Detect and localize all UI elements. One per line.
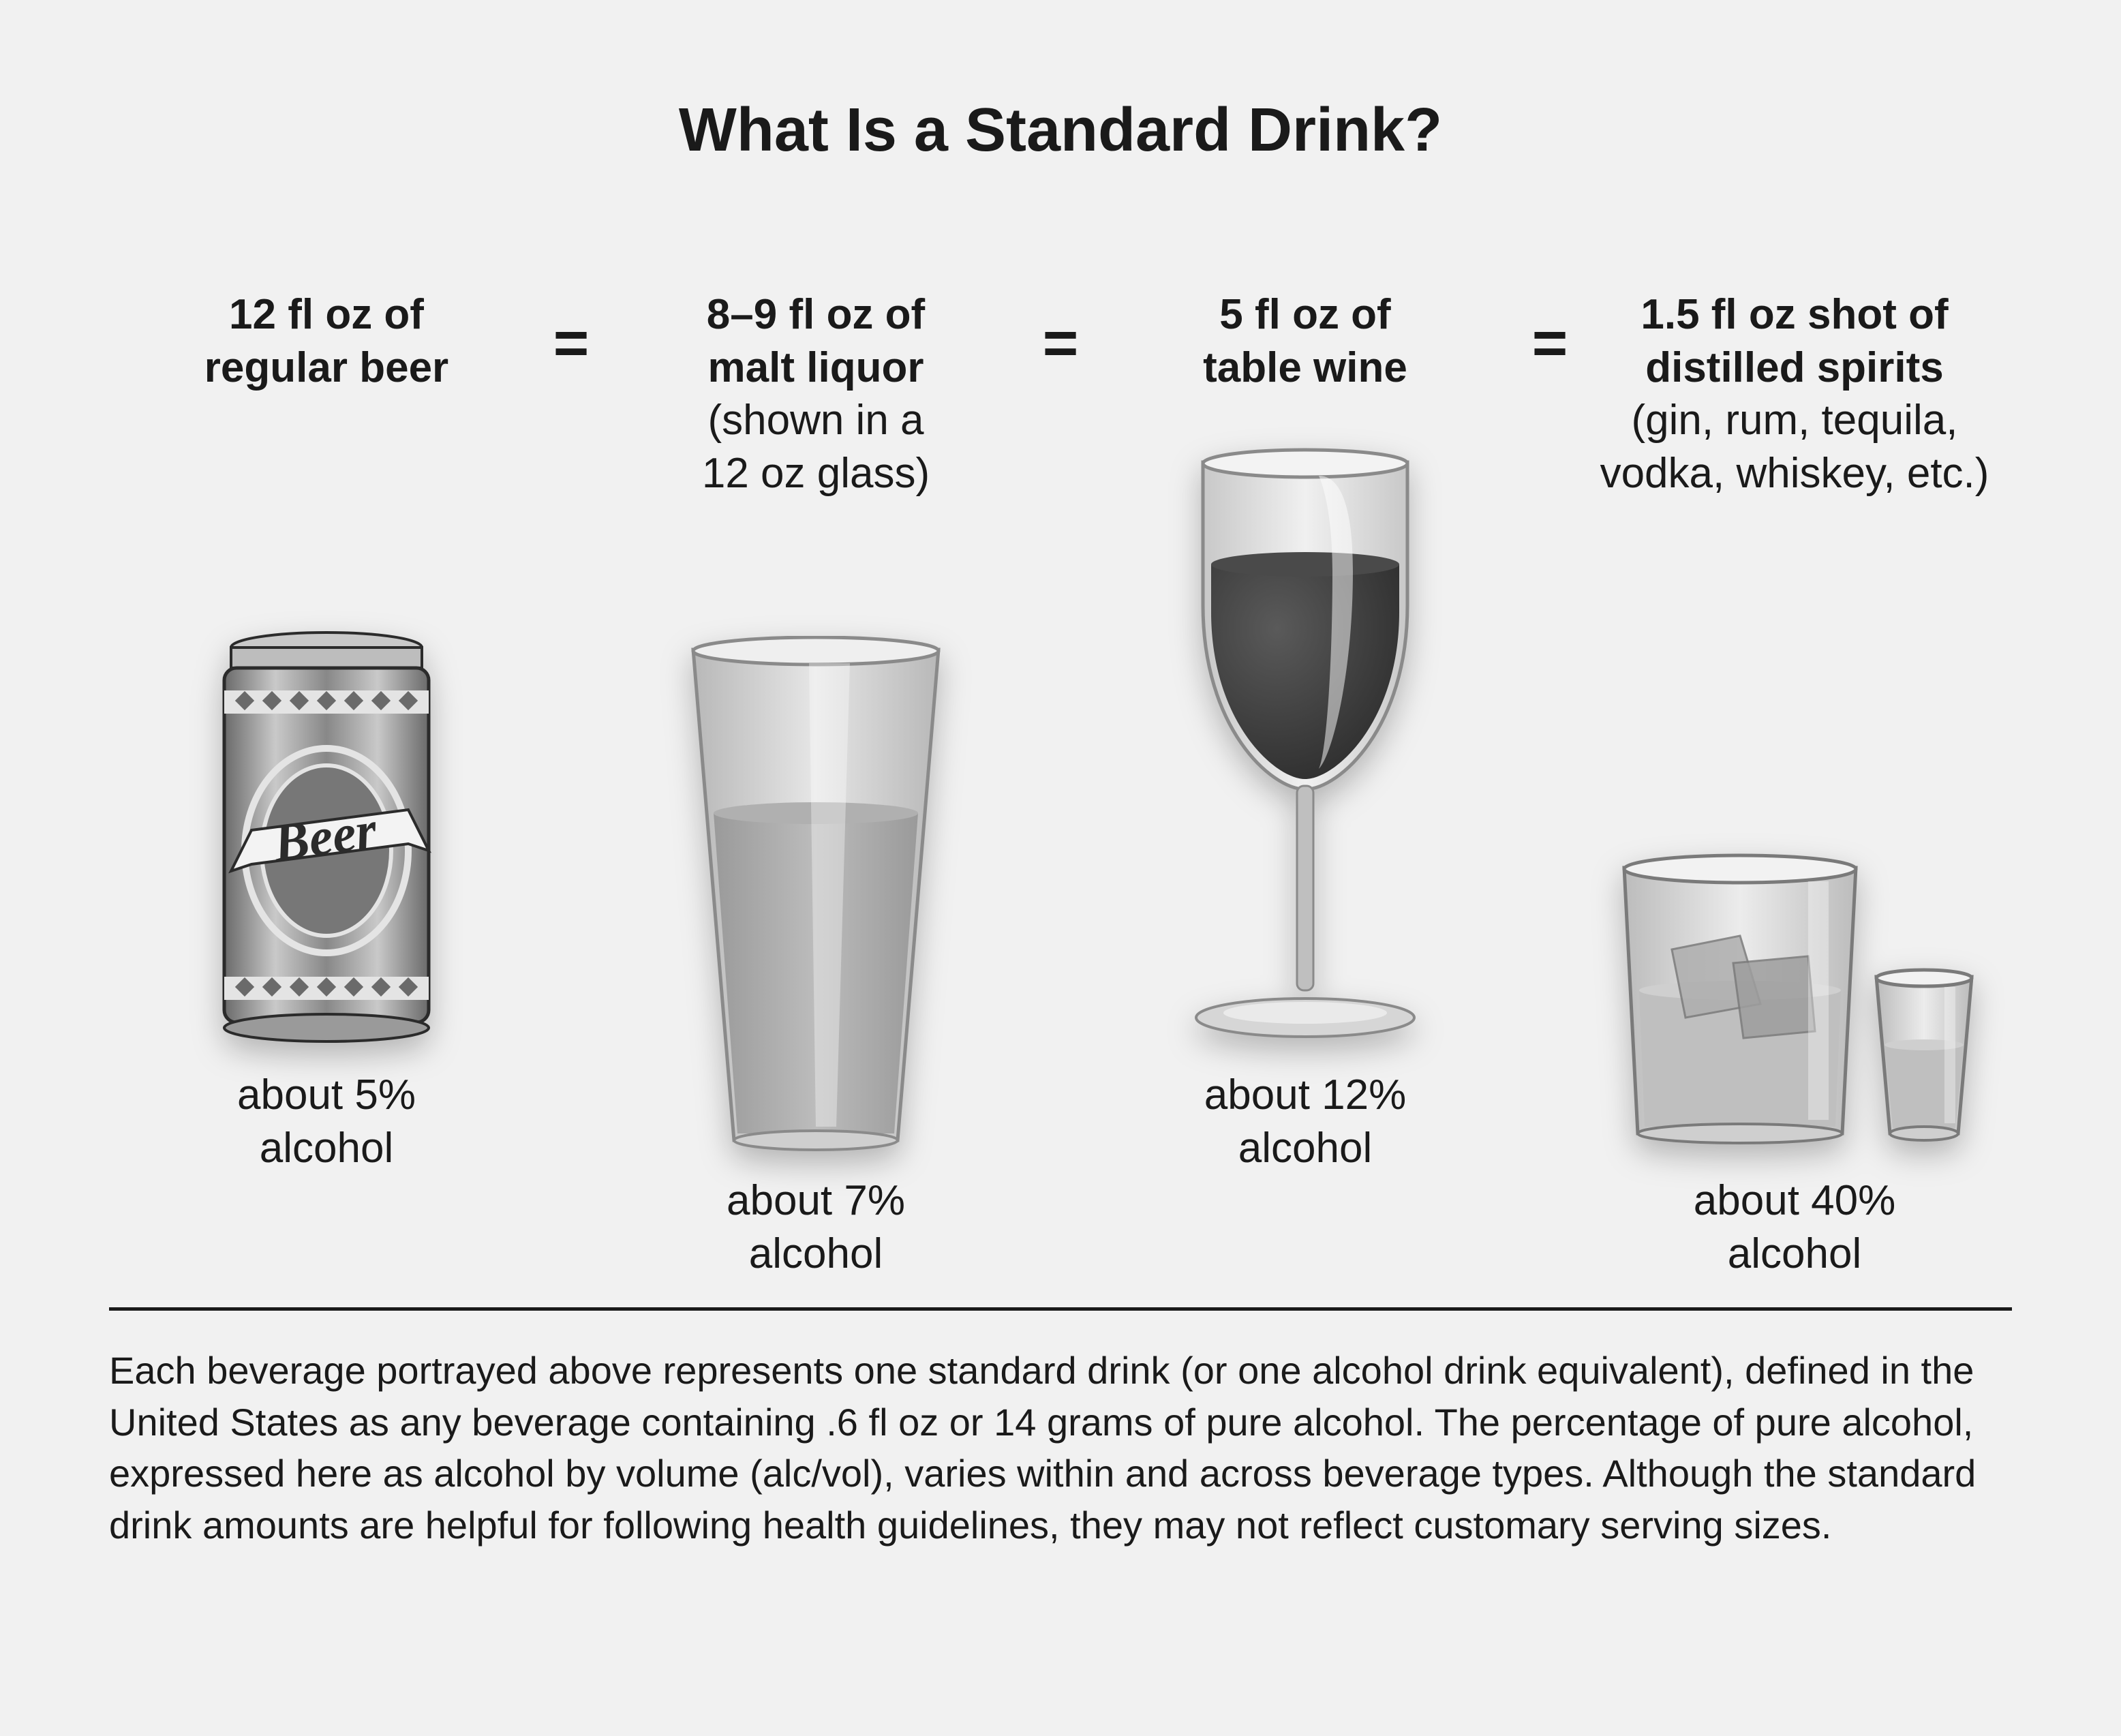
drink-spirits-label-line1: 1.5 fl oz shot of [1600, 288, 1989, 341]
drink-wine-pct-line1: about 12% [1204, 1069, 1406, 1122]
drink-malt-label: 8–9 fl oz of malt liquor (shown in a 12 … [702, 288, 930, 500]
drink-spirits-sub-line2: vodka, whiskey, etc.) [1600, 447, 1989, 500]
drink-spirits: 1.5 fl oz shot of distilled spirits (gin… [1577, 288, 2012, 1280]
drink-beer-label: 12 fl oz of regular beer [204, 288, 448, 394]
drink-spirits-pct-line1: about 40% [1694, 1174, 1895, 1228]
equals-1: = [544, 288, 598, 379]
divider-line [109, 1307, 2012, 1311]
drink-wine-label-line2: table wine [1203, 341, 1407, 395]
drink-beer: 12 fl oz of regular beer [109, 288, 544, 1174]
drink-malt: 8–9 fl oz of malt liquor (shown in a 12 … [598, 288, 1033, 1280]
drink-spirits-label-line2: distilled spirits [1600, 341, 1989, 395]
equals-2: = [1033, 288, 1088, 379]
drink-spirits-label: 1.5 fl oz shot of distilled spirits (gin… [1600, 288, 1989, 500]
drink-wine-label: 5 fl oz of table wine [1203, 288, 1407, 394]
drink-spirits-pct-line2: alcohol [1694, 1228, 1895, 1281]
footnote-text: Each beverage portrayed above represents… [109, 1345, 2012, 1551]
beer-can-icon: Beer [109, 435, 544, 1048]
drink-malt-pct: about 7% alcohol [727, 1174, 905, 1280]
drink-beer-label-line2: regular beer [204, 341, 448, 395]
page-title: What Is a Standard Drink? [109, 95, 2012, 166]
drink-malt-label-line2: malt liquor [702, 341, 930, 395]
drink-spirits-sub-line1: (gin, rum, tequila, [1600, 394, 1989, 447]
drink-wine-pct: about 12% alcohol [1204, 1069, 1406, 1174]
drink-wine-label-line1: 5 fl oz of [1203, 288, 1407, 341]
drink-malt-label-line1: 8–9 fl oz of [702, 288, 930, 341]
spirits-glass-icon [1577, 540, 2012, 1154]
drink-malt-pct-line2: alcohol [727, 1228, 905, 1281]
drink-malt-sub-line2: 12 oz glass) [702, 447, 930, 500]
equals-3: = [1523, 288, 1577, 379]
drink-beer-label-line1: 12 fl oz of [204, 288, 448, 341]
drink-beer-pct-line2: alcohol [237, 1122, 416, 1175]
drink-wine: 5 fl oz of table wine [1088, 288, 1523, 1174]
drink-malt-sub-line1: (shown in a [702, 394, 930, 447]
wine-glass-icon [1088, 435, 1523, 1048]
drink-spirits-pct: about 40% alcohol [1694, 1174, 1895, 1280]
drink-wine-pct-line2: alcohol [1204, 1122, 1406, 1175]
drinks-row: 12 fl oz of regular beer [109, 288, 2012, 1280]
drink-beer-pct-line1: about 5% [237, 1069, 416, 1122]
drink-beer-pct: about 5% alcohol [237, 1069, 416, 1174]
malt-glass-icon [598, 540, 1033, 1154]
drink-malt-pct-line1: about 7% [727, 1174, 905, 1228]
